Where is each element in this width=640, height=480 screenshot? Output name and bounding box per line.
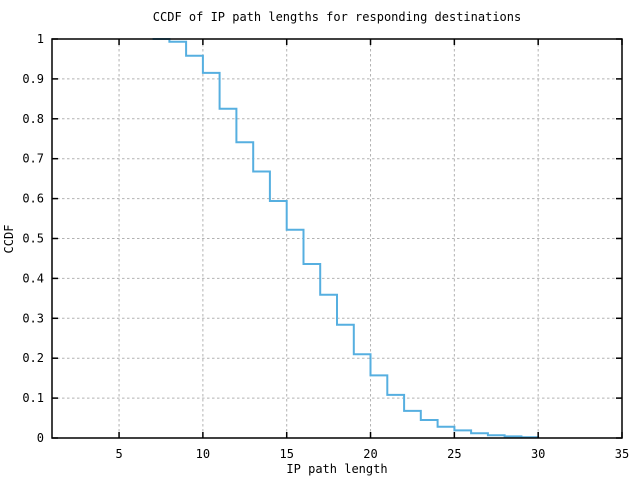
x-tick-label: 35 [615, 447, 629, 461]
x-tick-label: 15 [279, 447, 293, 461]
grid-layer [52, 38, 623, 439]
x-tick-label: 5 [115, 447, 122, 461]
y-tick-label: 0.4 [22, 271, 44, 285]
series-layer [152, 38, 540, 439]
x-tick-label: 10 [196, 447, 210, 461]
y-tick-label: 1 [37, 32, 44, 46]
y-tick-label: 0.3 [22, 311, 44, 325]
ccdf-step-curve [152, 38, 540, 439]
plot-border [51, 38, 623, 439]
axes-layer: 5 10 15 20 25 30 35 0 0.1 0.2 0.3 0.4 0.5 0.6 0.7 0.8 0.… [22, 32, 629, 461]
y-tick-label: 0.5 [22, 232, 44, 246]
y-tick-label: 0 [37, 431, 44, 445]
y-axis-label: CCDF [2, 225, 16, 254]
chart-title: CCDF of IP path lengths for responding d… [153, 10, 521, 24]
y-tick-label: 0.6 [22, 192, 44, 206]
y-tick-label: 0.7 [22, 152, 44, 166]
x-tick-label: 20 [363, 447, 377, 461]
y-tick-label: 0.1 [22, 391, 44, 405]
y-tick-label: 0.9 [22, 72, 44, 86]
x-axis-label: IP path length [286, 462, 387, 476]
x-tick-label: 25 [447, 447, 461, 461]
y-tick-label: 0.8 [22, 112, 44, 126]
x-tick-label: 30 [531, 447, 545, 461]
y-tick-label: 0.2 [22, 351, 44, 365]
